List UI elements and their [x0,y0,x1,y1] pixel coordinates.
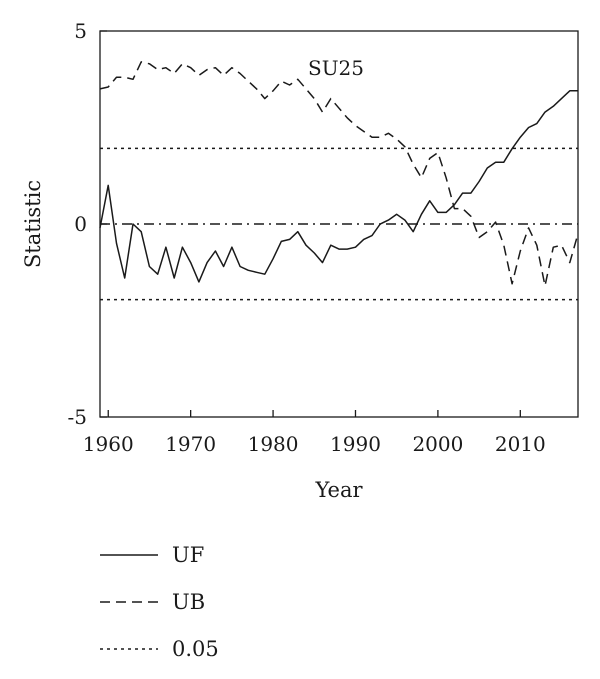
x-tick-label-1980: 1980 [248,432,299,456]
x-tick-label-2000: 2000 [412,432,463,456]
plot-area [99,61,579,301]
series-uf-line [99,90,578,283]
x-tick-label-1960: 1960 [83,432,134,456]
y-tick-label-5: 5 [74,19,87,43]
y-tick-label-neg5: -5 [68,405,87,429]
legend-uf-label: UF [172,543,204,567]
series-ub-line [99,61,579,287]
y-tick-label-0: 0 [74,212,87,236]
legend: UF UB 0.05 [100,543,219,661]
legend-0-05-label: 0.05 [172,637,219,661]
x-tick-label-2010: 2010 [495,432,546,456]
x-axis-title: Year [314,478,363,502]
legend-ub-label: UB [172,590,205,614]
x-tick-label-1990: 1990 [330,432,381,456]
y-axis-title: Statistic [21,180,45,268]
x-tick-label-1970: 1970 [165,432,216,456]
series-annotation: SU25 [308,56,364,80]
axis-ticks: 1960 1970 1980 1990 2000 2010 5 0 -5 [68,19,546,456]
